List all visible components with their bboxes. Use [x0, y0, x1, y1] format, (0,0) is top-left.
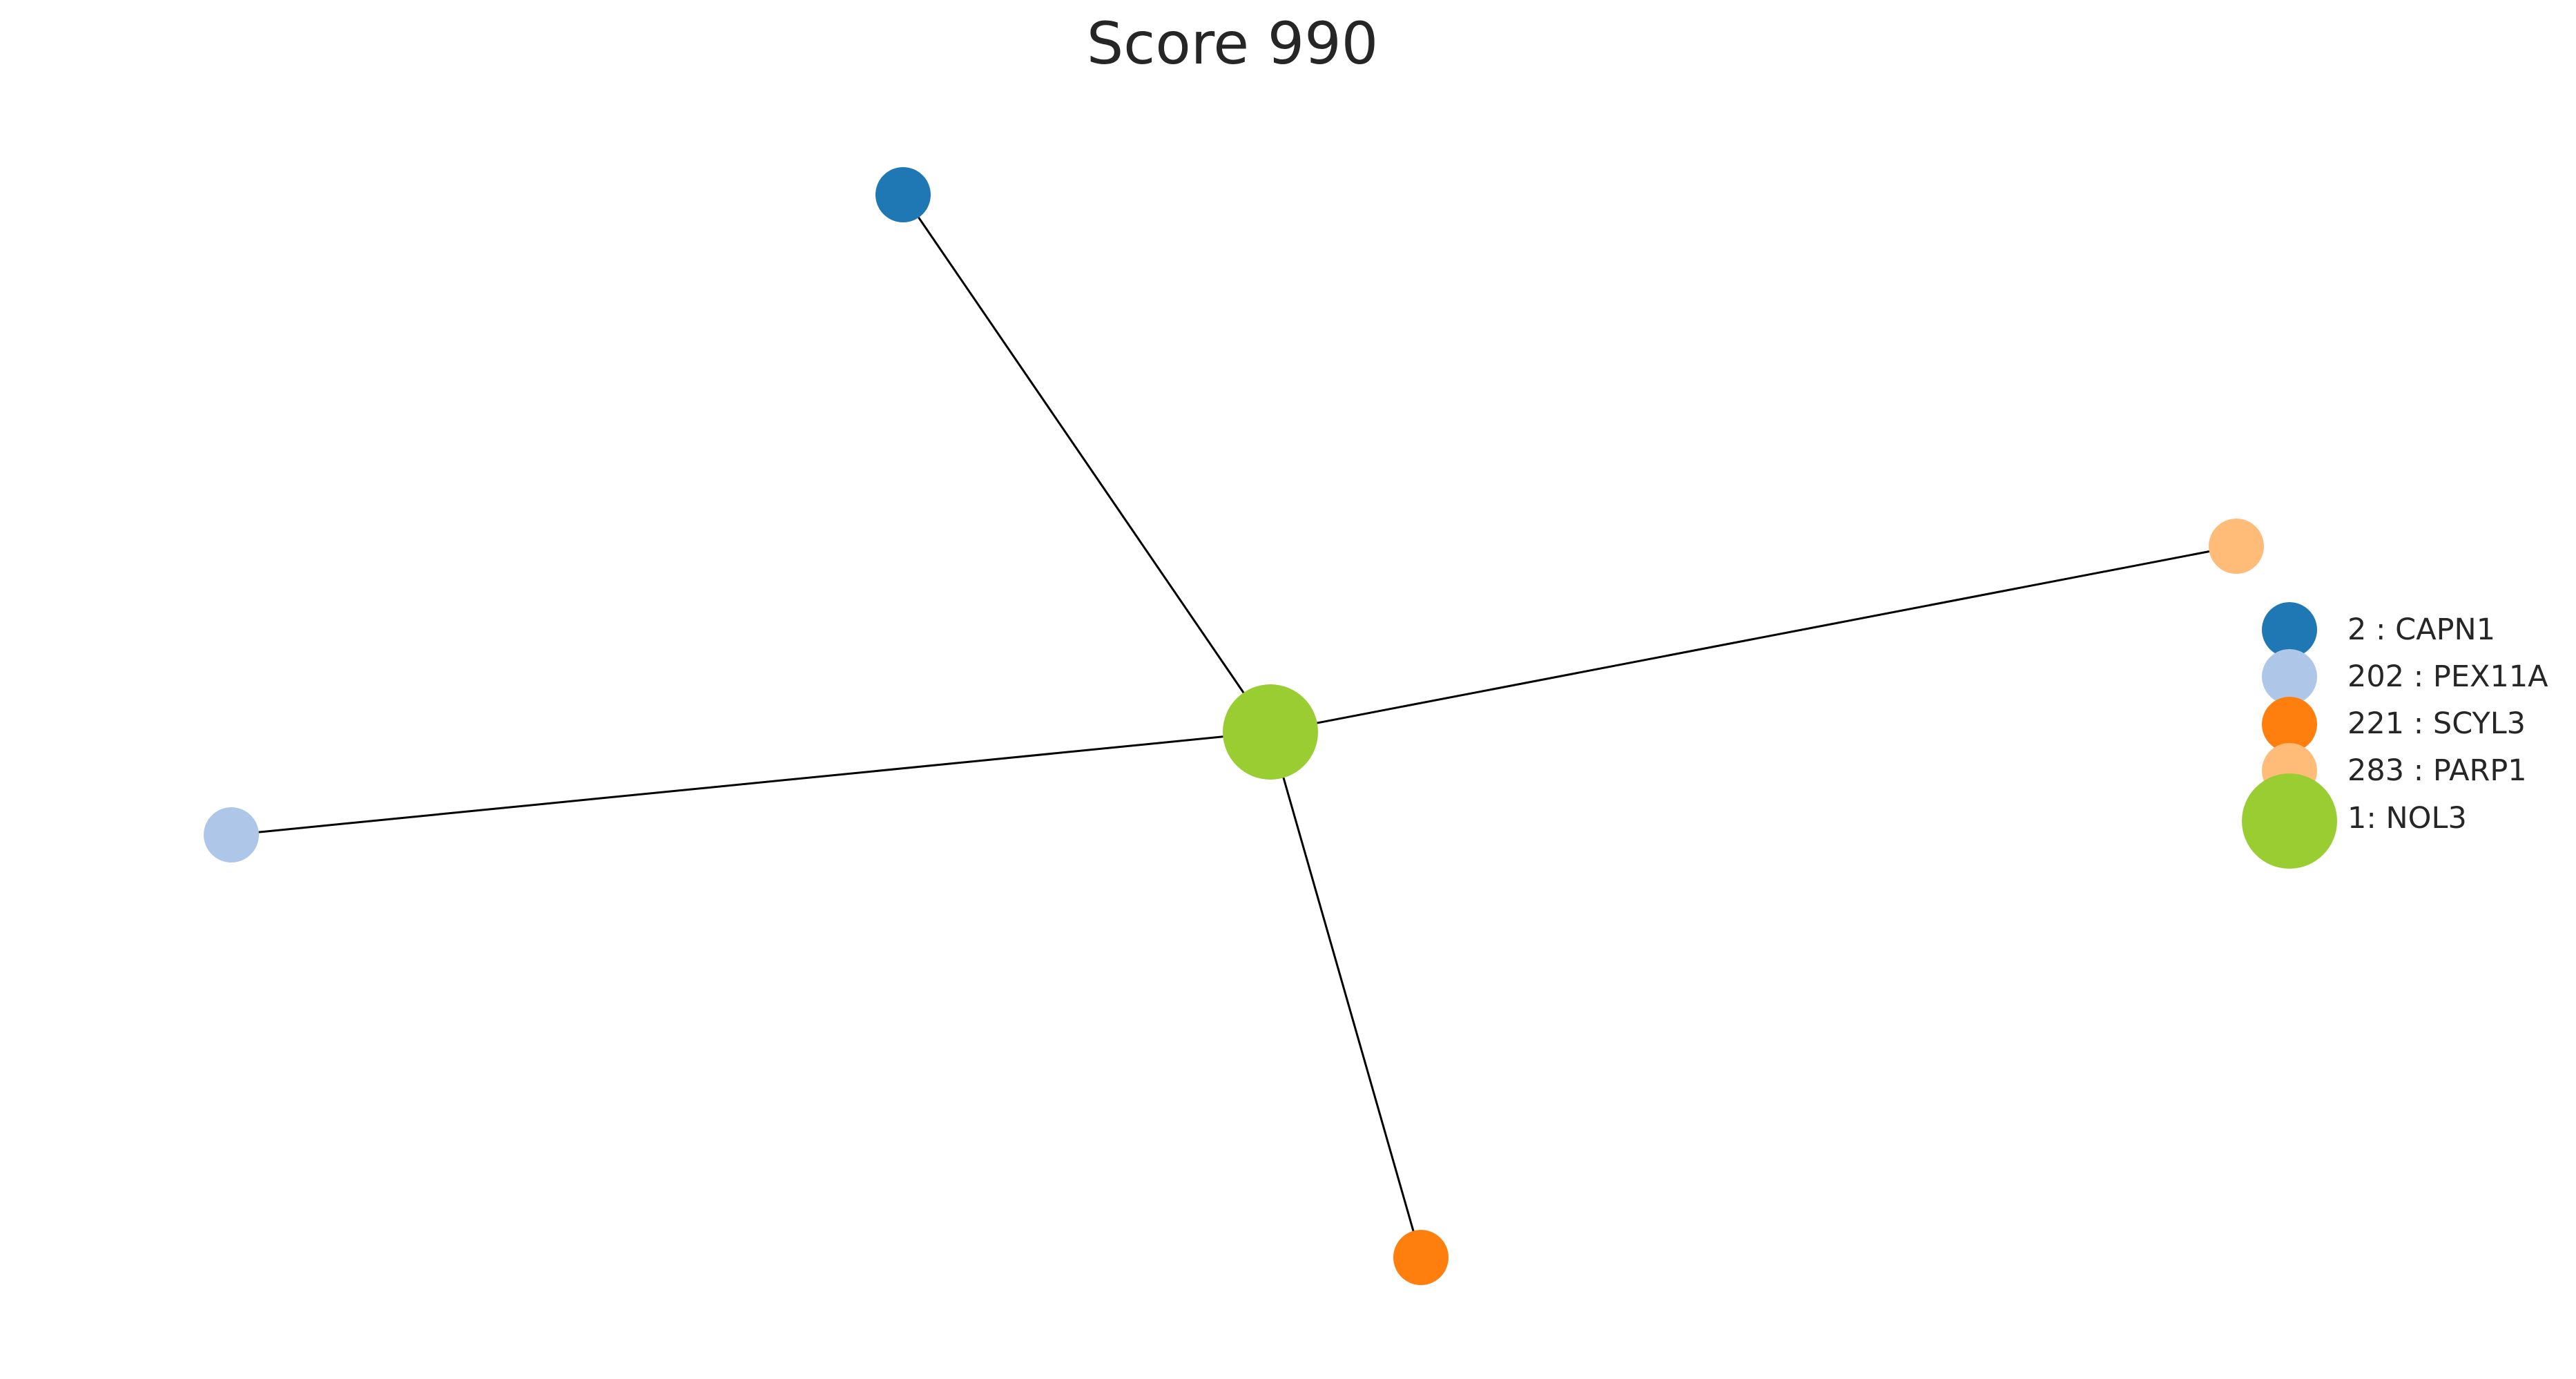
legend-marker-pex11a — [2262, 649, 2317, 704]
nodes — [204, 167, 2264, 1285]
legend-marker-scyl3 — [2262, 697, 2317, 752]
legend-label-nol3: 1: NOL3 — [2347, 801, 2467, 836]
node-capn1[interactable] — [875, 167, 931, 222]
legend-label-capn1: 2 : CAPN1 — [2347, 613, 2495, 647]
legend-label-pex11a: 202 : PEX11A — [2347, 659, 2548, 694]
legend-marker-nol3 — [2242, 773, 2337, 869]
edge-nol3-scyl3 — [1269, 731, 1422, 1258]
node-scyl3[interactable] — [1393, 1230, 1449, 1285]
edge-nol3-pex11a — [231, 731, 1271, 836]
edge-nol3-capn1 — [902, 194, 1272, 733]
diagram-title: Score 990 — [1087, 10, 1378, 77]
legend-marker-capn1 — [2262, 602, 2317, 657]
node-parp1[interactable] — [2209, 519, 2264, 574]
node-pex11a[interactable] — [204, 807, 259, 862]
legend-label-scyl3: 221 : SCYL3 — [2347, 706, 2526, 741]
node-nol3[interactable] — [1223, 684, 1318, 780]
edge-nol3-parp1 — [1270, 545, 2237, 733]
legend-label-parp1: 283 : PARP1 — [2347, 753, 2527, 788]
legend: 2 : CAPN1 202 : PEX11A 221 : SCYL3 283 :… — [2242, 602, 2548, 869]
edges — [231, 194, 2237, 1258]
